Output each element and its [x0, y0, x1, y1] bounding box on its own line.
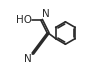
Text: N: N [42, 9, 50, 19]
Text: HO: HO [16, 15, 32, 25]
Text: N: N [24, 54, 32, 64]
